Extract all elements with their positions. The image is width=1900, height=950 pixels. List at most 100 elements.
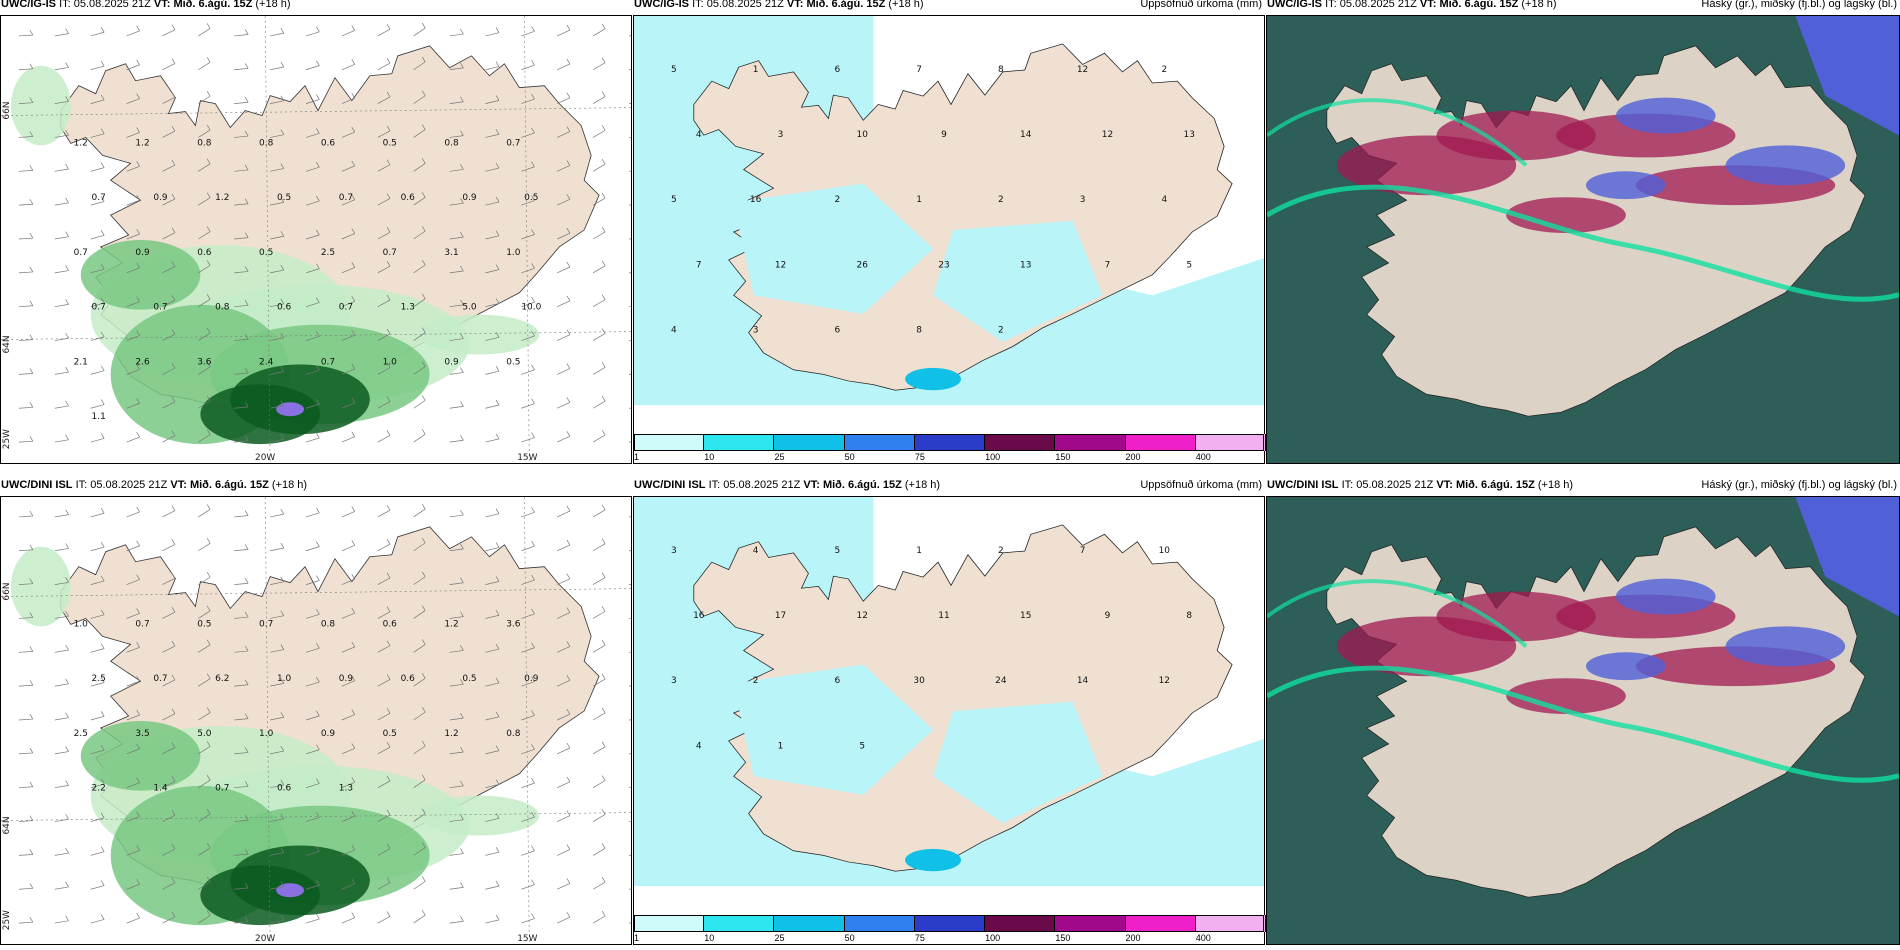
wind-barb [305, 546, 320, 552]
wind-barb [351, 126, 356, 133]
wind-barb [351, 607, 356, 614]
precip-value-label: 0.7 [321, 357, 335, 367]
precip-value-label: 0.9 [339, 674, 354, 684]
wind-barb [351, 397, 356, 403]
precip-value-label: 0.7 [92, 193, 106, 203]
precip-value-label: 0.9 [135, 248, 150, 258]
wind-barb [413, 129, 426, 138]
precip-value-label: 14 [1077, 676, 1089, 686]
wind-barb [18, 237, 33, 240]
wind-barb [316, 432, 320, 439]
wind-barb [485, 133, 500, 138]
wind-barb [244, 510, 249, 516]
precip-value-label: 9 [941, 130, 947, 140]
wind-barb [521, 884, 535, 890]
wind-barb [280, 508, 285, 515]
wind-barb [413, 779, 426, 788]
wind-barb [449, 616, 464, 619]
wind-barb [280, 644, 285, 650]
wind-precip-map[interactable]: 1.0 0.7 0.5 0.7 0.8 0.6 1.2 3.6 2.5 0.7 6.2 1.0 0.9 0… [1, 497, 631, 944]
wind-barb [136, 431, 140, 438]
wind-barb [566, 329, 571, 335]
precip-value-label: 0.6 [321, 138, 336, 148]
cloud-cover-map[interactable] [1267, 497, 1899, 944]
model-name: UWC/IG-IS [634, 0, 689, 10]
wind-barb [65, 610, 69, 617]
precip-value-label: 0.7 [383, 248, 397, 258]
wind-barb [316, 331, 320, 337]
model-name: UWC/DINI ISL [1267, 479, 1339, 491]
wind-barb [280, 298, 285, 305]
precip-shading [200, 384, 320, 445]
wind-barb [18, 651, 33, 653]
wind-barb [531, 229, 535, 235]
wind-barb [495, 914, 500, 921]
wind-barb [531, 879, 535, 885]
wind-barb [162, 435, 176, 443]
precip-value-label: 7 [1080, 546, 1086, 556]
wind-barb [495, 847, 500, 853]
wind-barb [305, 302, 320, 308]
colorbar-tick-label: 200 [1125, 452, 1141, 462]
wind-barb [592, 611, 606, 619]
wind-barb [270, 168, 284, 172]
precip-value-label: 2.2 [92, 784, 106, 794]
wind-barb [449, 270, 464, 274]
wind-barb [351, 743, 356, 749]
wind-barb [198, 847, 211, 856]
wind-barb [126, 511, 140, 518]
precip-value-label: 0.5 [197, 619, 211, 629]
wind-barb [244, 747, 249, 753]
wind-barb [280, 332, 285, 338]
wind-barb [413, 163, 426, 172]
wind-barb [234, 853, 249, 856]
wind-barb [495, 61, 500, 67]
wind-barb [198, 712, 211, 721]
wind-barb [162, 645, 176, 653]
precip-value-label: 0.5 [462, 674, 476, 684]
colorbar-swatch [985, 915, 1056, 932]
wind-barb [198, 298, 211, 307]
wind-barb [601, 843, 606, 849]
wind-barb [171, 810, 176, 816]
wind-barb [377, 435, 391, 443]
wind-barb [485, 438, 500, 443]
precip-value-label: 0.8 [259, 138, 274, 148]
wind-barb [65, 746, 69, 752]
precip-value-label: 4 [753, 546, 759, 556]
wind-barb [270, 683, 284, 687]
wind-barb [421, 706, 426, 713]
wind-barb [65, 96, 69, 102]
wind-barb [18, 854, 33, 856]
colorbar-swatch [1125, 915, 1196, 932]
wind-barb [341, 267, 355, 274]
wind-barb [460, 28, 464, 35]
wind-barb [531, 161, 535, 167]
wind-barb [270, 886, 284, 890]
wind-barb [495, 508, 500, 514]
wind-barb [316, 60, 320, 66]
precip-value-label: 0.7 [339, 193, 353, 203]
wind-barb [162, 232, 176, 240]
cloud-cover-map[interactable] [1267, 16, 1899, 463]
wind-barb [485, 336, 500, 341]
precip-value-label: 6.2 [215, 674, 229, 684]
wind-barb [270, 100, 284, 104]
panel-header: UWC/DINI ISL IT: 05.08.2025 21Z VT: Mið.… [1, 479, 308, 491]
wind-barb [341, 511, 355, 518]
wind-barb [485, 201, 500, 206]
wind-barb [206, 124, 211, 131]
wind-barb [206, 775, 211, 781]
wind-barb [566, 160, 571, 166]
wind-precip-map[interactable]: 1.2 1.2 0.8 0.8 0.6 0.5 0.8 0.7 0.7 0.9 1.2 0.5 0.7 0… [1, 16, 631, 463]
wind-barb [449, 236, 464, 240]
precip-value-label: 2.5 [92, 674, 106, 684]
wind-barb [54, 581, 69, 585]
wind-barb [495, 643, 500, 650]
accumulated-precip-map[interactable]: 5 1 6 7 8 12 24 3 10 9 14 12 135 16 2 1 2 3 47 12 26 23 13 7 54 3… [634, 16, 1264, 434]
wind-barb [351, 844, 356, 851]
wind-barb [413, 433, 426, 443]
wind-barb [29, 368, 34, 374]
wind-barb [601, 673, 606, 680]
